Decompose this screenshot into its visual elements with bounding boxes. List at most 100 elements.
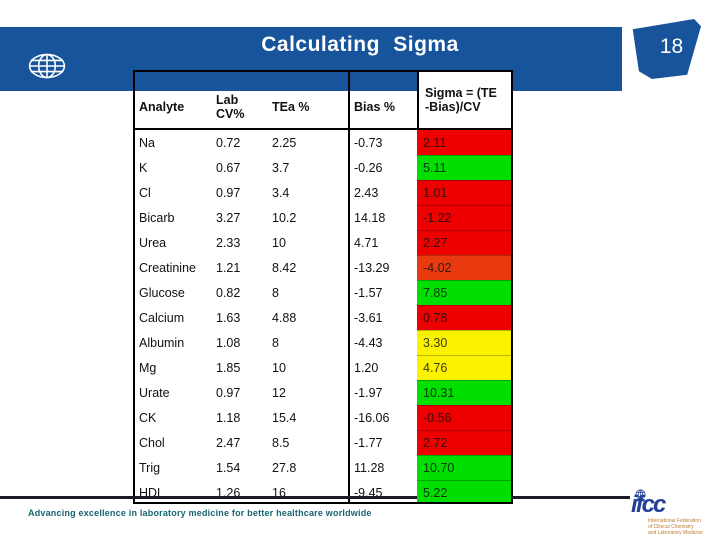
sigma-value-cell: 0.78 <box>417 305 511 330</box>
sigma-value-cell: 2.72 <box>417 430 511 455</box>
value-cell: 15.4 <box>272 410 297 425</box>
value-cell: -13.29 <box>354 260 390 275</box>
value-cell: 4.88 <box>272 310 297 325</box>
table-row: Bicarb 3.27 10.2 14.18 -1.22 <box>135 205 511 230</box>
column-header-sigma: Sigma = (TE -Bias)/CV <box>417 72 511 128</box>
value-cell: -16.06 <box>354 410 390 425</box>
table-row: Na 0.72 2.25 -0.73 2.11 <box>135 130 511 155</box>
value-cell: 12 <box>272 385 286 400</box>
value-cell: 2.25 <box>272 135 297 150</box>
sigma-value-cell: -0.56 <box>417 405 511 430</box>
column-header-bias: Bias % <box>354 100 395 114</box>
table-column-divider <box>348 72 350 502</box>
analyte-cell: HDL <box>139 485 165 500</box>
sigma-value-cell: 5.11 <box>417 155 511 180</box>
sigma-value-cell: 4.76 <box>417 355 511 380</box>
value-cell: 10 <box>272 360 286 375</box>
sigma-value-cell: 2.11 <box>417 130 511 155</box>
table-row: CK 1.18 15.4 -16.06 -0.56 <box>135 405 511 430</box>
value-cell: 3.7 <box>272 160 290 175</box>
value-cell: 0.67 <box>216 160 241 175</box>
sigma-table: Analyte Lab CV% TEa % Bias % Sigma = (TE… <box>133 70 513 504</box>
logo-tagline-line: International Federation <box>648 518 701 524</box>
analyte-cell: Creatinine <box>139 260 196 275</box>
analyte-cell: Calcium <box>139 310 185 325</box>
slide-title: Calculating Sigma <box>261 33 459 56</box>
sigma-value-cell: 2.27 <box>417 230 511 255</box>
value-cell: 11.28 <box>354 460 385 475</box>
value-cell: 8 <box>272 335 279 350</box>
value-cell: 1.63 <box>216 310 241 325</box>
value-cell: 10.2 <box>272 210 297 225</box>
value-cell: -4.43 <box>354 335 383 350</box>
analyte-cell: Urate <box>139 385 170 400</box>
value-cell: -0.73 <box>354 135 383 150</box>
value-cell: 1.20 <box>354 360 379 375</box>
table-row: Cl 0.97 3.4 2.43 1.01 <box>135 180 511 205</box>
value-cell: 8.42 <box>272 260 297 275</box>
logo-tagline-line: and Laboratory Medicine <box>648 530 704 536</box>
value-cell: 1.85 <box>216 360 241 375</box>
table-row: Glucose 0.82 8 -1.57 7.85 <box>135 280 511 305</box>
sigma-value-cell: -1.22 <box>417 205 511 230</box>
value-cell: 14.18 <box>354 210 386 225</box>
value-cell: 2.33 <box>216 235 241 250</box>
table-row: K 0.67 3.7 -0.26 5.11 <box>135 155 511 180</box>
value-cell: 3.4 <box>272 185 290 200</box>
footer-divider-line <box>0 496 630 499</box>
logo-tagline-line: of Clinical Chemistry <box>648 524 694 530</box>
value-cell: 1.21 <box>216 260 241 275</box>
value-cell: 1.54 <box>216 460 241 475</box>
value-cell: 0.72 <box>216 135 241 150</box>
value-cell: 0.82 <box>216 285 241 300</box>
value-cell: 8.5 <box>272 435 290 450</box>
value-cell: 0.97 <box>216 385 241 400</box>
logo-wordmark: ifcc <box>631 491 666 518</box>
table-row: Mg 1.85 10 1.20 4.76 <box>135 355 511 380</box>
analyte-cell: Albumin <box>139 335 185 350</box>
table-row: Trig 1.54 27.8 11.28 10.70 <box>135 455 511 480</box>
table-body: Na 0.72 2.25 -0.73 2.11 K 0.67 3.7 -0.26 5.11 Cl 0.… <box>135 130 511 502</box>
footer-tagline: Advancing excellence in laboratory medic… <box>28 508 372 518</box>
analyte-cell: Chol <box>139 435 165 450</box>
column-header-analyte: Analyte <box>139 100 185 114</box>
logo-globe-icon <box>635 487 646 500</box>
table-row: Urate 0.97 12 -1.97 10.31 <box>135 380 511 405</box>
value-cell: 1.18 <box>216 410 241 425</box>
value-cell: 4.71 <box>354 235 379 250</box>
value-cell: -3.61 <box>354 310 383 325</box>
value-cell: -0.26 <box>354 160 383 175</box>
table-row: Albumin 1.08 8 -4.43 3.30 <box>135 330 511 355</box>
analyte-cell: Glucose <box>139 285 185 300</box>
value-cell: 1.08 <box>216 335 241 350</box>
title-band <box>0 27 622 91</box>
logo-tagline: International Federation of Clinical Che… <box>648 518 703 536</box>
analyte-cell: Na <box>139 135 155 150</box>
table-row: HDL 1.26 16 -9.45 5.22 <box>135 480 511 502</box>
table-row: Chol 2.47 8.5 -1.77 2.72 <box>135 430 511 455</box>
table-row: Calcium 1.63 4.88 -3.61 0.78 <box>135 305 511 330</box>
analyte-cell: Mg <box>139 360 157 375</box>
value-cell: 27.8 <box>272 460 297 475</box>
analyte-cell: Trig <box>139 460 161 475</box>
value-cell: 16 <box>272 485 286 500</box>
value-cell: 2.43 <box>354 185 379 200</box>
sigma-value-cell: 5.22 <box>417 480 511 502</box>
sigma-value-cell: 1.01 <box>417 180 511 205</box>
sigma-value-cell: 7.85 <box>417 280 511 305</box>
value-cell: -1.97 <box>354 385 383 400</box>
sigma-value-cell: -4.02 <box>417 255 511 280</box>
value-cell: 10 <box>272 235 286 250</box>
value-cell: -1.57 <box>354 285 383 300</box>
globe-icon <box>28 51 66 81</box>
value-cell: 8 <box>272 285 279 300</box>
table-row: Urea 2.33 10 4.71 2.27 <box>135 230 511 255</box>
analyte-cell: K <box>139 160 148 175</box>
analyte-cell: Cl <box>139 185 151 200</box>
sigma-value-cell: 10.70 <box>417 455 511 480</box>
value-cell: 1.26 <box>216 485 241 500</box>
page-number-badge: 18 <box>632 19 701 79</box>
value-cell: -9.45 <box>354 485 383 500</box>
table-row: Creatinine 1.21 8.42 -13.29 -4.02 <box>135 255 511 280</box>
